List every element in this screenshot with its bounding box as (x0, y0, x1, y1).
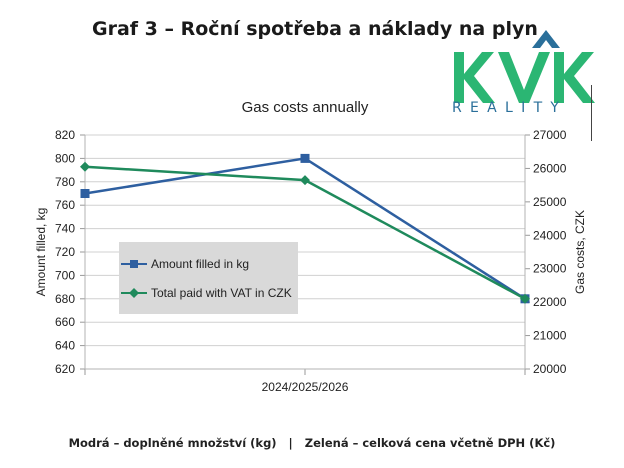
y-tick-label: 680 (55, 292, 75, 306)
legend-box (119, 242, 298, 314)
logo-letter-v (498, 52, 550, 103)
company-logo (454, 30, 595, 103)
y2-tick-label: 24000 (533, 228, 567, 242)
y-tick-label: 820 (55, 128, 75, 142)
legend-marker (129, 288, 139, 298)
y-tick-label: 700 (55, 268, 75, 282)
legend-label: Amount filled in kg (151, 257, 249, 271)
x-tick-label: 2024/2025/2026 (262, 380, 349, 394)
data-point (300, 175, 310, 186)
data-point (80, 161, 90, 172)
y-tick-label: 740 (55, 222, 75, 236)
y-tick-label: 760 (55, 198, 75, 212)
page-title: Graf 3 – Roční spotřeba a náklady na ply… (92, 18, 538, 40)
logo-roof (532, 30, 560, 48)
y2-tick-label: 26000 (533, 161, 567, 175)
y2-tick-label: 27000 (533, 128, 567, 142)
y-tick-label: 620 (55, 362, 75, 376)
y-tick-label: 660 (55, 315, 75, 329)
y2-tick-label: 25000 (533, 195, 567, 209)
y-tick-label: 800 (55, 151, 75, 165)
logo-subtitle: REALITY (452, 100, 568, 116)
legend-marker (130, 260, 138, 268)
logo-letter-k2 (554, 52, 595, 103)
y2-tick-label: 20000 (533, 362, 567, 376)
data-point (520, 293, 530, 304)
logo-letter-k1 (454, 52, 495, 103)
y2-tick-label: 22000 (533, 295, 567, 309)
legend-label: Total paid with VAT in CZK (151, 286, 292, 300)
y-tick-label: 780 (55, 175, 75, 189)
data-point (80, 189, 90, 198)
logo-divider (591, 85, 592, 141)
y-tick-label: 640 (55, 339, 75, 353)
page-caption: Modrá – doplněné množství (kg) | Zelená … (68, 436, 556, 450)
y2-tick-label: 21000 (533, 329, 567, 343)
chart-title: Gas costs annually (242, 99, 369, 116)
y2-tick-label: 23000 (533, 262, 567, 276)
y-tick-label: 720 (55, 245, 75, 259)
y-axis-title: Amount filled, kg (34, 208, 48, 297)
data-point (300, 153, 310, 163)
gas-costs-chart: Gas costs annually 620 640 660 680 700 720 740 7… (34, 99, 587, 394)
y2-axis-title: Gas costs, CZK (573, 210, 587, 294)
